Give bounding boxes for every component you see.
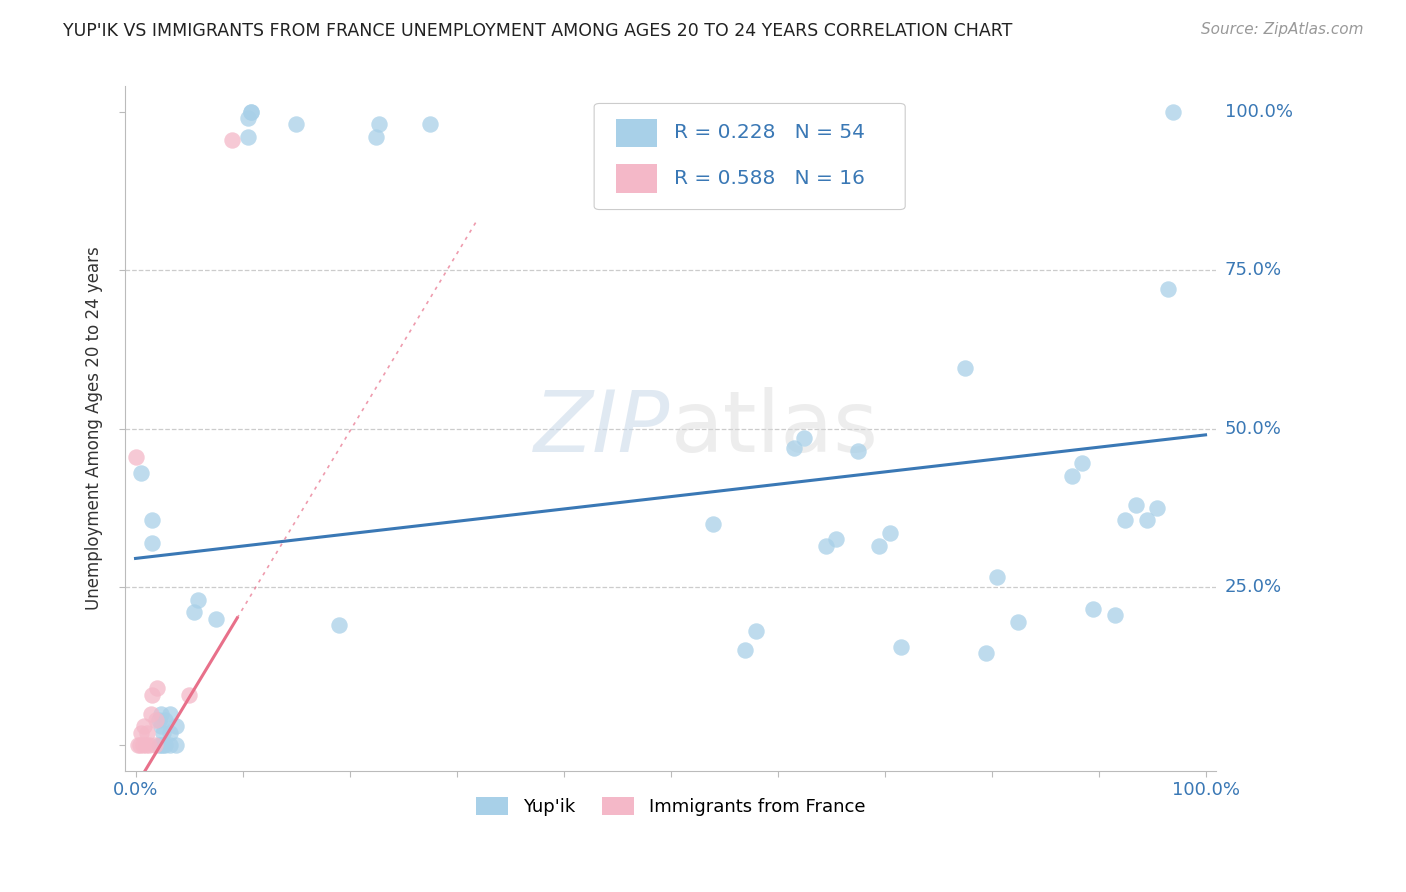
Point: [814, 539, 837, 553]
Point: [793, 431, 815, 445]
Point: [165, 739, 187, 753]
Point: [1114, 513, 1136, 527]
Legend: Yup'ik, Immigrants from France: Yup'ik, Immigrants from France: [468, 790, 873, 823]
Point: [782, 441, 804, 455]
FancyBboxPatch shape: [595, 103, 905, 210]
Point: [846, 443, 869, 458]
Point: [165, 719, 187, 733]
Point: [1007, 615, 1029, 629]
Point: [953, 361, 976, 376]
Point: [146, 681, 169, 696]
Text: ZIP: ZIP: [534, 387, 671, 470]
Point: [159, 725, 181, 739]
Point: [150, 739, 173, 753]
Point: [1157, 282, 1180, 296]
Point: [150, 706, 173, 721]
Point: [734, 643, 756, 657]
Point: [159, 706, 181, 721]
Point: [132, 739, 155, 753]
Point: [139, 706, 162, 721]
Point: [986, 570, 1008, 584]
Point: [368, 117, 391, 131]
Text: 100.0%: 100.0%: [1225, 103, 1292, 120]
Text: 75.0%: 75.0%: [1225, 261, 1282, 279]
Point: [129, 466, 152, 480]
Point: [868, 539, 890, 553]
Text: atlas: atlas: [671, 387, 879, 470]
Point: [236, 111, 259, 125]
Point: [825, 533, 848, 547]
Point: [240, 104, 263, 119]
Point: [974, 647, 997, 661]
Point: [141, 535, 163, 549]
Point: [1146, 500, 1168, 515]
Point: [236, 130, 259, 145]
Point: [1071, 456, 1094, 470]
Text: 25.0%: 25.0%: [1225, 578, 1282, 596]
Text: R = 0.228   N = 54: R = 0.228 N = 54: [673, 123, 865, 143]
Point: [187, 592, 209, 607]
Point: [135, 739, 157, 753]
Point: [285, 117, 308, 131]
Point: [890, 640, 912, 654]
Point: [328, 618, 350, 632]
Point: [1136, 513, 1159, 527]
Point: [148, 713, 170, 727]
Point: [124, 450, 146, 464]
Point: [745, 624, 768, 639]
Y-axis label: Unemployment Among Ages 20 to 24 years: Unemployment Among Ages 20 to 24 years: [86, 247, 103, 610]
Point: [132, 719, 155, 733]
Point: [136, 725, 159, 739]
Point: [152, 739, 174, 753]
Text: Source: ZipAtlas.com: Source: ZipAtlas.com: [1201, 22, 1364, 37]
Point: [240, 104, 263, 119]
Point: [419, 117, 441, 131]
Point: [148, 739, 170, 753]
Point: [1083, 602, 1105, 616]
Point: [879, 526, 901, 541]
Point: [141, 688, 163, 702]
Point: [1104, 608, 1126, 623]
Point: [150, 719, 173, 733]
Point: [159, 739, 181, 753]
Point: [204, 612, 226, 626]
Point: [143, 739, 166, 753]
Point: [1060, 469, 1083, 483]
Text: R = 0.588   N = 16: R = 0.588 N = 16: [673, 169, 865, 188]
Point: [129, 725, 152, 739]
Point: [177, 688, 200, 702]
Point: [221, 133, 243, 147]
Point: [141, 513, 163, 527]
Text: YUP'IK VS IMMIGRANTS FROM FRANCE UNEMPLOYMENT AMONG AGES 20 TO 24 YEARS CORRELAT: YUP'IK VS IMMIGRANTS FROM FRANCE UNEMPLO…: [63, 22, 1012, 40]
Point: [145, 713, 167, 727]
Point: [155, 739, 177, 753]
Point: [1163, 104, 1185, 119]
Point: [1125, 498, 1147, 512]
Point: [128, 739, 150, 753]
Point: [138, 739, 160, 753]
Point: [127, 739, 149, 753]
FancyBboxPatch shape: [616, 119, 658, 147]
Point: [183, 605, 205, 619]
Point: [366, 130, 388, 145]
Text: 50.0%: 50.0%: [1225, 419, 1281, 438]
Point: [155, 713, 177, 727]
Point: [152, 725, 174, 739]
Point: [702, 516, 724, 531]
FancyBboxPatch shape: [616, 164, 658, 193]
